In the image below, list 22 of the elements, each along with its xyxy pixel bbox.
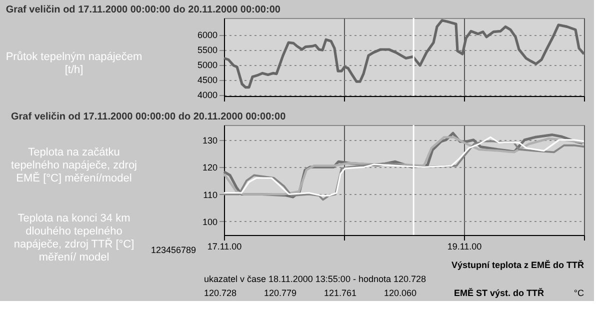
text: 120.060 [384,288,417,298]
text: Výstupní teplota z EMĚ do TTŘ [452,259,584,270]
y-tick-label: 130 [202,135,218,146]
y-tick-label: 120 [202,162,218,173]
text: 121.761 [324,288,357,298]
text: Graf veličin od 17.11.2000 00:00:00 do 20.11.2000 00:00:00 [6,4,281,16]
text: 123456789 [150,245,196,255]
y-tick-label: 6000 [197,30,218,40]
y-tick-label: 4500 [197,75,218,85]
text: 120.779 [264,288,297,298]
text: ukazatel v čase 18.11.2000 13:55:00 - hodnota 120.728 [204,274,426,284]
y-tick-label: 5500 [197,45,218,55]
y-tick-label: 100 [202,216,218,227]
y-tick-label: 110 [203,190,218,200]
chart-title: Graf veličin od 17.11.2000 00:00:00 do 20.11.2000 00:00:00 [11,111,286,122]
y-tick-label: 5000 [197,60,218,70]
x-tick-label: 17.11.00 [207,242,242,252]
text: EMĚ ST výst. do TTŘ [454,287,545,298]
text: 120.728 [204,288,237,298]
y-tick-label: 4000 [197,90,218,100]
x-tick-label: 19.11.00 [447,242,482,252]
text: °C [574,288,584,298]
